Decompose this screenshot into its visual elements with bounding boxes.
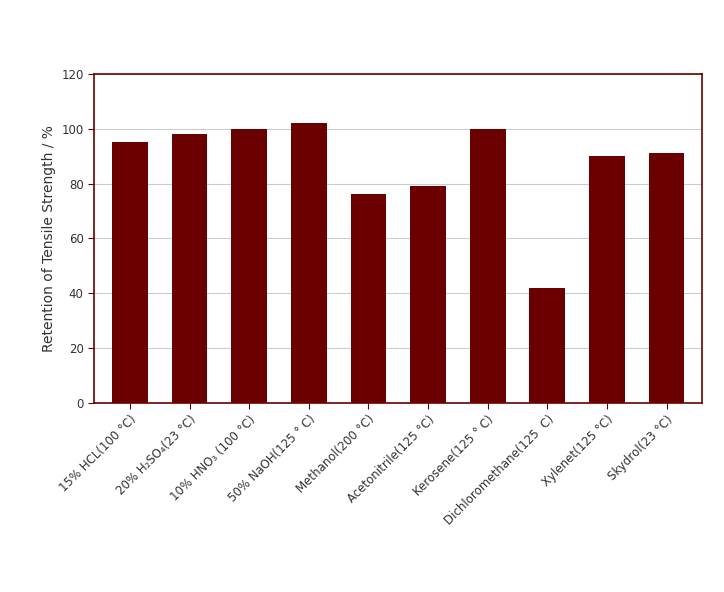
Bar — [589, 156, 625, 403]
Bar — [350, 194, 387, 403]
Bar — [470, 128, 505, 403]
Bar — [231, 128, 267, 403]
Text: PEEK CHEMICAL RESISTANCE / STRENGTH RETENTION: PEEK CHEMICAL RESISTANCE / STRENGTH RETE… — [11, 25, 551, 43]
Bar — [172, 134, 207, 403]
Bar — [410, 186, 446, 403]
Bar — [112, 143, 148, 403]
Bar — [529, 288, 565, 403]
Y-axis label: Retention of Tensile Strength / %: Retention of Tensile Strength / % — [42, 125, 56, 352]
Bar — [291, 123, 327, 403]
Bar — [649, 153, 684, 403]
